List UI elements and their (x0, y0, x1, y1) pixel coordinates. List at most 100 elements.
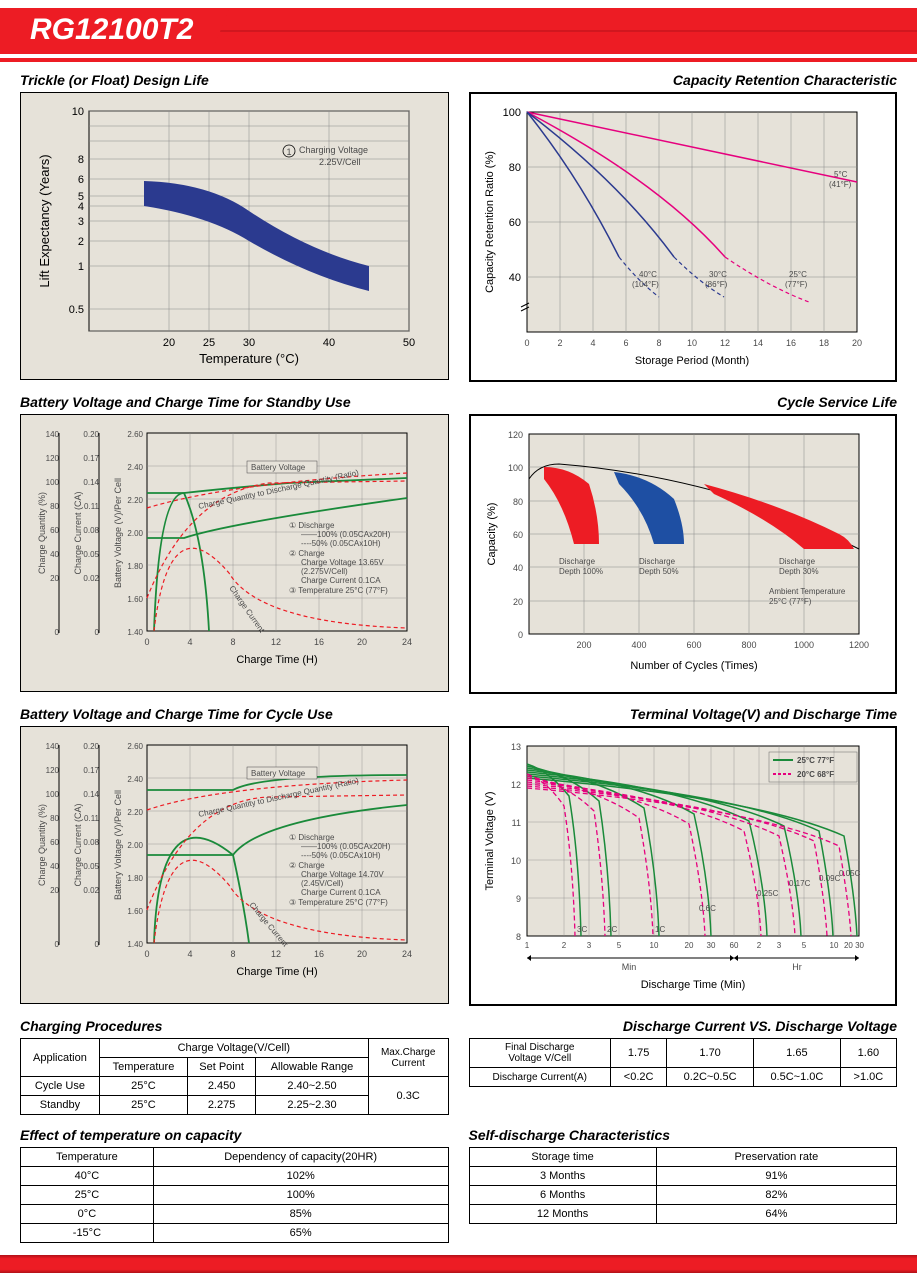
svg-text:1000: 1000 (793, 640, 813, 650)
svg-text:25°C: 25°C (789, 270, 807, 279)
svg-text:100: 100 (46, 790, 60, 799)
svg-text:(2.275V/Cell): (2.275V/Cell) (301, 567, 348, 576)
svg-text:Ambient Temperature: Ambient Temperature (769, 587, 846, 596)
svg-text:25: 25 (203, 337, 215, 349)
svg-text:Discharge: Discharge (639, 557, 676, 566)
svg-text:1.80: 1.80 (127, 874, 143, 883)
svg-text:200: 200 (576, 640, 591, 650)
svg-text:① Discharge: ① Discharge (289, 833, 335, 842)
svg-text:Charge Time (H): Charge Time (H) (236, 654, 317, 666)
svg-text:2.20: 2.20 (127, 496, 143, 505)
product-code: RG12100T2 (0, 8, 229, 54)
svg-text:30: 30 (243, 337, 255, 349)
svg-text:0.14: 0.14 (83, 478, 99, 487)
chart-title-cycleuse: Battery Voltage and Charge Time for Cycl… (20, 706, 449, 722)
svg-text:Charge Quantity (%): Charge Quantity (%) (37, 492, 47, 574)
svg-text:0.02: 0.02 (83, 886, 99, 895)
svg-text:2: 2 (78, 236, 84, 248)
svg-text:20: 20 (851, 338, 861, 348)
chart-title-trickle: Trickle (or Float) Design Life (20, 72, 449, 88)
svg-text:Storage Period (Month): Storage Period (Month) (634, 355, 748, 367)
svg-text:Lift Expectancy (Years): Lift Expectancy (Years) (37, 154, 52, 287)
svg-text:1: 1 (286, 147, 291, 157)
svg-text:Charge Current 0.1CA: Charge Current 0.1CA (301, 888, 381, 897)
svg-text:0.11: 0.11 (84, 814, 100, 823)
svg-text:9: 9 (515, 894, 520, 904)
svg-text:2: 2 (756, 941, 761, 950)
svg-text:30: 30 (706, 941, 715, 950)
svg-text:2C: 2C (607, 925, 617, 934)
svg-text:3: 3 (776, 941, 781, 950)
svg-text:2: 2 (561, 941, 566, 950)
svg-text:Charge Voltage 14.70V: Charge Voltage 14.70V (301, 870, 384, 879)
svg-text:20: 20 (684, 941, 693, 950)
svg-text:20°C 68°F: 20°C 68°F (797, 770, 834, 779)
svg-text:Charge Current (CA): Charge Current (CA) (73, 803, 83, 886)
header-bar: RG12100T2 (0, 8, 917, 54)
chart-trickle: 0.5 1 2 3 4 5 6 8 10 20 25 30 40 50 Lift… (20, 92, 449, 380)
svg-text:0.25C: 0.25C (757, 889, 779, 898)
svg-text:Battery Voltage: Battery Voltage (251, 463, 306, 472)
svg-text:120: 120 (507, 430, 522, 440)
svg-text:0.08: 0.08 (83, 838, 99, 847)
svg-text:----50% (0.05CAx10H): ----50% (0.05CAx10H) (301, 851, 381, 860)
svg-text:13: 13 (510, 742, 520, 752)
table-tempcap: TemperatureDependency of capacity(20HR) … (20, 1147, 449, 1243)
svg-text:Depth 30%: Depth 30% (779, 567, 819, 576)
svg-text:100: 100 (46, 478, 60, 487)
svg-text:0.5: 0.5 (69, 304, 84, 316)
svg-text:③ Temperature 25°C (77°F): ③ Temperature 25°C (77°F) (289, 586, 388, 595)
svg-text:20: 20 (357, 949, 367, 959)
svg-text:Discharge: Discharge (559, 557, 596, 566)
svg-text:25°C 77°F: 25°C 77°F (797, 756, 834, 765)
svg-text:40: 40 (50, 550, 59, 559)
svg-text:40: 40 (323, 337, 335, 349)
svg-text:0.02: 0.02 (83, 574, 99, 583)
table-title-dciv: Discharge Current VS. Discharge Voltage (469, 1018, 898, 1034)
svg-text:4: 4 (590, 338, 595, 348)
svg-text:5: 5 (616, 941, 621, 950)
svg-text:1: 1 (524, 941, 529, 950)
svg-text:20: 20 (512, 597, 522, 607)
svg-text:0.20: 0.20 (83, 742, 99, 751)
svg-text:5°C: 5°C (834, 170, 848, 179)
svg-text:Battery Voltage: Battery Voltage (251, 769, 306, 778)
svg-text:0.17: 0.17 (83, 454, 99, 463)
svg-text:Discharge: Discharge (779, 557, 816, 566)
svg-text:30°C: 30°C (709, 270, 727, 279)
svg-text:0.05C: 0.05C (839, 869, 861, 878)
svg-text:5: 5 (801, 941, 806, 950)
svg-text:0.14: 0.14 (83, 790, 99, 799)
svg-text:20: 20 (50, 886, 59, 895)
svg-text:Depth 50%: Depth 50% (639, 567, 679, 576)
svg-text:0.17: 0.17 (83, 766, 99, 775)
svg-text:Temperature (°C): Temperature (°C) (199, 351, 299, 366)
svg-text:2.20: 2.20 (127, 808, 143, 817)
table-charging: Application Charge Voltage(V/Cell) Max.C… (20, 1038, 449, 1115)
svg-text:Charge Time (H): Charge Time (H) (236, 966, 317, 978)
svg-text:1.40: 1.40 (127, 628, 143, 637)
svg-text:1.80: 1.80 (127, 562, 143, 571)
svg-text:3C: 3C (577, 925, 587, 934)
svg-text:2.40: 2.40 (127, 463, 143, 472)
svg-text:Discharge Time (Min): Discharge Time (Min) (640, 979, 745, 991)
svg-text:② Charge: ② Charge (289, 861, 325, 870)
svg-text:25°C (77°F): 25°C (77°F) (769, 597, 812, 606)
svg-text:20: 20 (357, 637, 367, 647)
svg-text:Terminal Voltage (V): Terminal Voltage (V) (484, 791, 496, 890)
svg-text:60: 60 (50, 838, 59, 847)
table-selfdischarge: Storage timePreservation rate 3 Months91… (469, 1147, 898, 1224)
chart-standby: ① Discharge ——100% (0.05CAx20H) ----50% … (20, 414, 449, 692)
chart-title-retention: Capacity Retention Characteristic (469, 72, 898, 88)
svg-text:Charge Voltage 13.65V: Charge Voltage 13.65V (301, 558, 384, 567)
table-title-charging: Charging Procedures (20, 1018, 449, 1034)
svg-text:11: 11 (511, 818, 520, 828)
svg-text:0.05: 0.05 (83, 550, 99, 559)
svg-text:0: 0 (517, 630, 522, 640)
svg-text:0.17C: 0.17C (789, 879, 811, 888)
svg-text:10: 10 (686, 338, 696, 348)
svg-text:16: 16 (785, 338, 795, 348)
svg-text:40°C: 40°C (639, 270, 657, 279)
svg-text:24: 24 (402, 949, 412, 959)
svg-text:Hr: Hr (792, 962, 802, 972)
